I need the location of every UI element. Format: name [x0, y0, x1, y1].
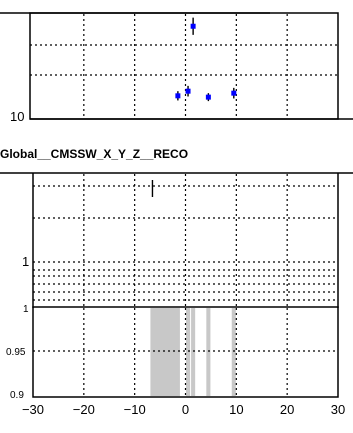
middle-panel-grid — [33, 174, 338, 307]
x-tick-label-6: 30 — [331, 402, 345, 417]
bottom-band-4 — [231, 308, 236, 396]
bottom-panel-frame — [32, 306, 339, 398]
x-tick-label-5: 20 — [280, 402, 294, 417]
bottom-panel-y-tick-0.95: 0.95 — [6, 347, 26, 358]
bottom-panel-y-tick-0.9: 0.9 — [10, 390, 24, 401]
x-tick-label-1: −20 — [73, 402, 95, 417]
top-panel: 10 — [0, 12, 353, 124]
x-tick-label-4: 10 — [229, 402, 243, 417]
middle-panel: 1 — [22, 173, 339, 308]
plot-title: Global__CMSSW_X_Y_Z__RECO — [0, 147, 188, 161]
top-point-marker-1 — [185, 88, 191, 94]
bottom-band-3 — [206, 308, 211, 396]
bottom-panel: 1 0.95 0.9 −30 −20 −10 0 10 20 30 — [6, 304, 345, 417]
top-point-marker-3 — [205, 94, 211, 100]
x-tick-label-3: 0 — [182, 402, 189, 417]
top-point-marker-0 — [175, 93, 181, 99]
x-tick-label-0: −30 — [22, 402, 44, 417]
bottom-panel-bands — [150, 308, 236, 396]
top-point-marker-2 — [190, 23, 196, 29]
middle-panel-y-tick-1: 1 — [22, 254, 29, 269]
top-panel-y-tick-10: 10 — [10, 109, 24, 124]
top-panel-frame — [29, 12, 339, 120]
bottom-band-2 — [191, 308, 196, 396]
bottom-panel-x-ticks: −30 −20 −10 0 10 20 30 — [22, 402, 345, 417]
top-point-marker-4 — [231, 90, 237, 96]
bottom-panel-grid — [33, 308, 338, 396]
top-panel-markers — [175, 17, 237, 102]
bottom-band-0 — [150, 308, 180, 396]
x-tick-label-2: −10 — [124, 402, 146, 417]
top-panel-grid — [30, 14, 338, 119]
bottom-band-1 — [186, 308, 191, 396]
bottom-panel-y-tick-1: 1 — [23, 304, 29, 315]
